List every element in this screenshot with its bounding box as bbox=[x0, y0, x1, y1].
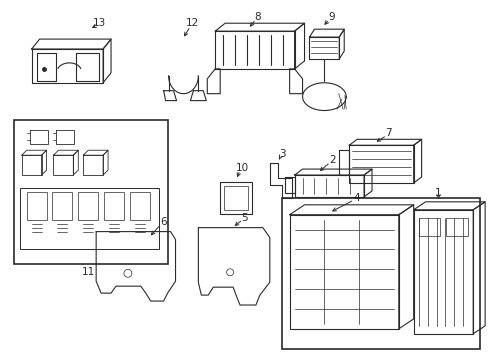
Text: 10: 10 bbox=[235, 163, 248, 173]
Text: 12: 12 bbox=[185, 18, 199, 28]
Bar bbox=[20, 188, 158, 249]
Bar bbox=[215, 31, 294, 69]
Bar bbox=[104, 192, 123, 220]
Text: 5: 5 bbox=[241, 213, 248, 223]
Text: 8: 8 bbox=[254, 12, 261, 22]
Bar bbox=[78, 192, 98, 220]
Bar bbox=[220, 182, 251, 214]
Text: 7: 7 bbox=[385, 129, 391, 138]
Bar bbox=[413, 210, 472, 334]
Text: 11: 11 bbox=[81, 267, 95, 277]
Bar bbox=[418, 218, 440, 235]
Bar bbox=[130, 192, 149, 220]
Text: 13: 13 bbox=[92, 18, 105, 28]
Bar bbox=[52, 192, 72, 220]
Bar bbox=[289, 215, 398, 329]
Text: 4: 4 bbox=[353, 193, 360, 203]
Bar bbox=[224, 186, 247, 210]
Text: 3: 3 bbox=[279, 149, 285, 159]
Text: 2: 2 bbox=[328, 155, 335, 165]
Text: 6: 6 bbox=[160, 217, 166, 227]
Bar bbox=[14, 121, 167, 264]
Text: 9: 9 bbox=[327, 12, 334, 22]
Text: 1: 1 bbox=[434, 188, 441, 198]
Bar bbox=[27, 192, 46, 220]
Bar bbox=[281, 198, 479, 349]
Bar bbox=[446, 218, 468, 235]
Bar bbox=[348, 145, 413, 183]
Bar bbox=[294, 175, 364, 197]
